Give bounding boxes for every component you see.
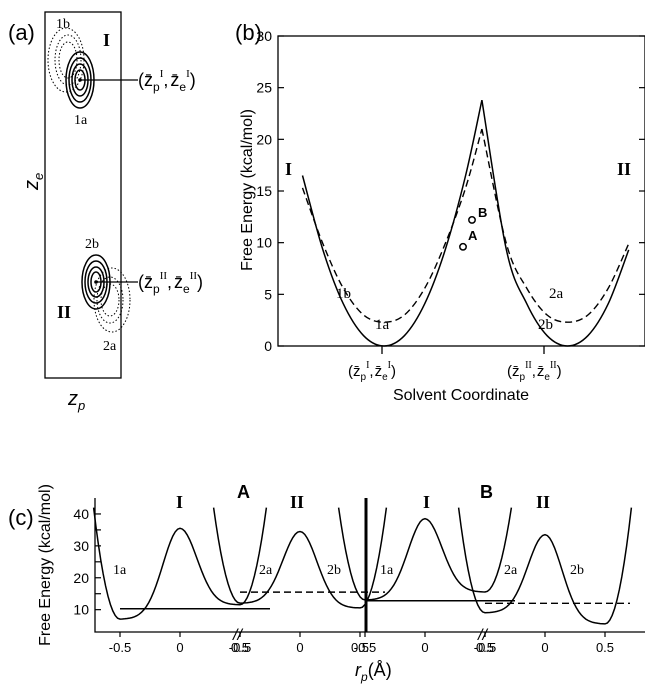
y-tick-label: 5 bbox=[264, 286, 272, 302]
y-tick-label: 20 bbox=[73, 570, 89, 586]
panel-c-x-ticks: -0.5 0 0.5-0.5 0 0.5-0.5 0 0.5-0.5 0 0.5 bbox=[109, 632, 614, 655]
curve-label-2b-B: 2b bbox=[570, 563, 584, 578]
panel-b: (b) 0 5 10 15 20 25 30 I II A B 1b 1a 2a 2b (z… bbox=[235, 20, 645, 404]
well-label-II-B: II bbox=[536, 492, 550, 512]
curve-label-2a: 2a bbox=[549, 286, 564, 302]
y-tick-label: 20 bbox=[256, 131, 272, 147]
x-tick-label: -0.5 bbox=[474, 640, 496, 655]
y-axis-label-b: Free Energy (kcal/mol) bbox=[239, 109, 256, 271]
curve-label-1a-B: 1a bbox=[380, 563, 394, 578]
curve-label-2a-B: 2a bbox=[504, 563, 518, 578]
contours-state-II bbox=[81, 254, 131, 333]
panel-a: (a) 1b 1a I (z̄pI, z̄eI) 2b bbox=[8, 11, 203, 413]
panel-b-curves bbox=[301, 99, 630, 347]
axis-break-A: // bbox=[232, 627, 243, 644]
curve-1b bbox=[301, 128, 483, 323]
state-I-label-b: I bbox=[285, 159, 292, 179]
x-tick-label: 0 bbox=[176, 640, 183, 655]
x-tick-label: 0.5 bbox=[231, 640, 249, 655]
peak-label-2b: 2b bbox=[85, 237, 99, 252]
x-tick-label: 0 bbox=[541, 640, 548, 655]
x-tick-label: 0 bbox=[421, 640, 428, 655]
curve-label-2a-A: 2a bbox=[259, 563, 273, 578]
point-label-B: B bbox=[478, 205, 487, 220]
x-axis-label-b: Solvent Coordinate bbox=[393, 387, 529, 404]
panel-c-axes bbox=[94, 498, 645, 633]
panel-a-frame bbox=[44, 11, 122, 379]
peak-label-1a: 1a bbox=[74, 113, 88, 128]
y-tick-label: 10 bbox=[73, 602, 89, 618]
state-II-label-a: II bbox=[57, 302, 71, 322]
y-axis-label-c: Free Energy (kcal/mol) bbox=[37, 484, 54, 646]
y-tick-label: 40 bbox=[73, 506, 89, 522]
point-B bbox=[468, 215, 476, 224]
curve-label-1a-A: 1a bbox=[113, 563, 127, 578]
x-tick-label: 0.5 bbox=[351, 640, 369, 655]
y-tick-label: 30 bbox=[73, 538, 89, 554]
curve-label-1b: 1b bbox=[336, 286, 351, 302]
x-tick-label: 0.5 bbox=[596, 640, 614, 655]
y-tick-label: 10 bbox=[256, 235, 272, 251]
panel-b-label: (b) bbox=[235, 20, 262, 45]
curve-label-2b-A: 2b bbox=[327, 563, 341, 578]
x-tick-label: -0.5 bbox=[109, 640, 131, 655]
well-label-I-A: I bbox=[176, 492, 183, 512]
contours-state-I bbox=[47, 27, 95, 109]
panel-c-label: (c) bbox=[8, 505, 34, 530]
x-tick-label: 0.5 bbox=[476, 640, 494, 655]
panel-a-label: (a) bbox=[8, 20, 35, 45]
curve-label-1a: 1a bbox=[375, 317, 390, 333]
y-tick-label: 15 bbox=[256, 183, 272, 199]
panel-b-y-ticks: 0 5 10 15 20 25 30 bbox=[256, 28, 645, 354]
well-label-II-A: II bbox=[290, 492, 304, 512]
peak-label-2a: 2a bbox=[103, 339, 117, 354]
axis-label-zp: zp bbox=[67, 388, 85, 413]
point-A bbox=[459, 242, 467, 251]
y-tick-label: 25 bbox=[256, 80, 272, 96]
state-II-label-b: II bbox=[617, 159, 631, 179]
double-well-B-I bbox=[337, 507, 513, 601]
axis-break-B: // bbox=[477, 627, 488, 644]
panel-c-y-ticks: 10 20 30 40 bbox=[73, 506, 101, 618]
x-tick-label: -0.5 bbox=[229, 640, 251, 655]
annotation-zp-ze-I: (z̄pI, z̄eI) bbox=[138, 68, 196, 94]
y-tick-label: 0 bbox=[264, 338, 272, 354]
curve-1a bbox=[301, 99, 483, 347]
point-label-B-c: B bbox=[480, 482, 493, 502]
x-tick-label-II: (z̄pII,z̄eII) bbox=[507, 360, 562, 383]
point-label-A-c: A bbox=[237, 482, 250, 502]
axis-label-ze: ze bbox=[21, 173, 46, 191]
double-well-B-II bbox=[457, 507, 633, 625]
double-well-A-II bbox=[212, 507, 388, 609]
point-label-A: A bbox=[468, 228, 478, 243]
x-tick-label: 0 bbox=[296, 640, 303, 655]
y-tick-label: 30 bbox=[256, 28, 272, 44]
curve-label-2b: 2b bbox=[538, 317, 553, 333]
x-tick-label-I: (z̄pI,z̄eI) bbox=[348, 360, 396, 383]
panel-c-curves bbox=[92, 507, 633, 625]
curve-2b bbox=[481, 99, 630, 347]
well-label-I-B: I bbox=[423, 492, 430, 512]
annotation-zp-ze-II: (z̄pII, z̄eII) bbox=[138, 270, 203, 296]
peak-label-1b: 1b bbox=[56, 17, 70, 32]
state-I-label-a: I bbox=[103, 30, 110, 50]
double-well-A-I bbox=[92, 507, 268, 620]
x-tick-label: -0.5 bbox=[354, 640, 376, 655]
x-axis-label-c: rp(Å) bbox=[355, 660, 392, 684]
